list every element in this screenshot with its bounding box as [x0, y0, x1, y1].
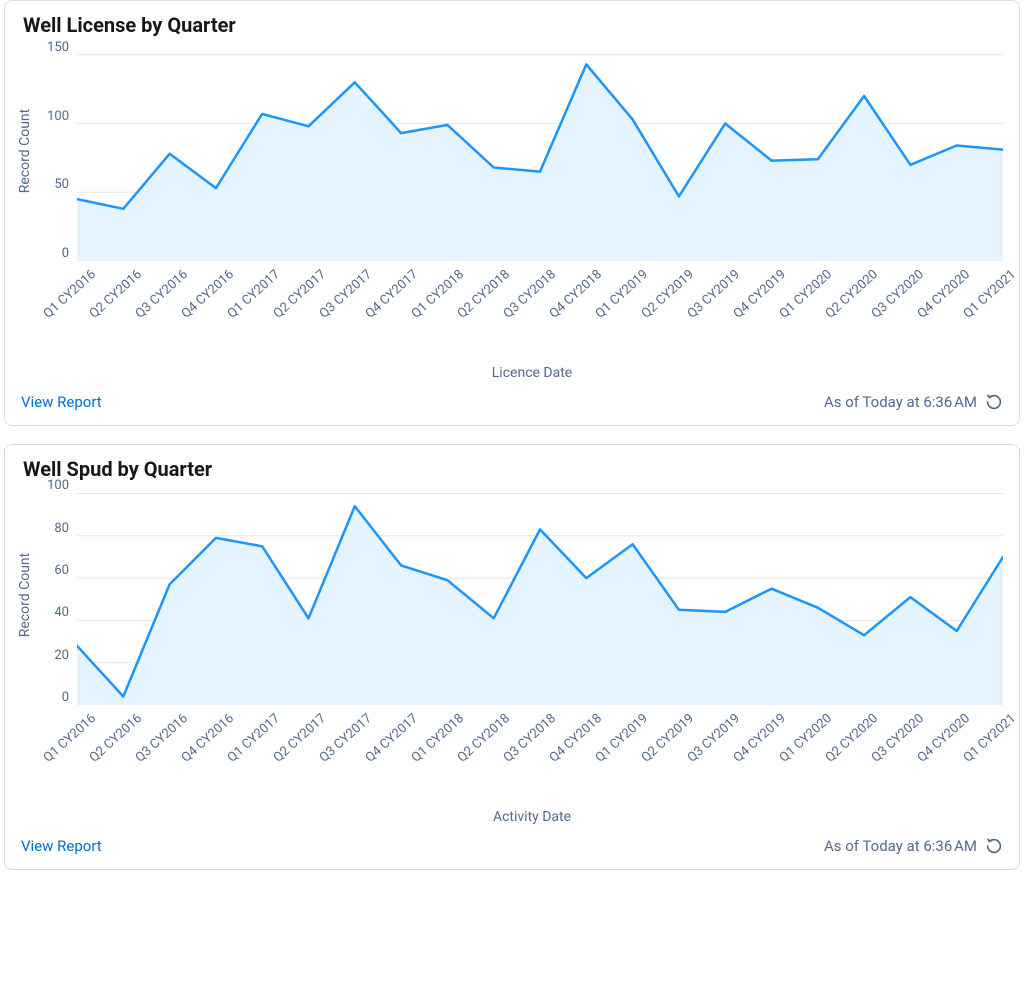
chart-card-well-license: Well License by Quarter 150100500 Record…	[4, 0, 1020, 426]
plot-area	[77, 485, 1003, 705]
chart-card-well-spud: Well Spud by Quarter 100806040200 Record…	[4, 444, 1020, 870]
plot-area	[77, 41, 1003, 261]
chart-title: Well License by Quarter	[23, 13, 1003, 37]
x-axis-ticks: Q1 CY2016Q2 CY2016Q3 CY2016Q4 CY2016Q1 C…	[85, 711, 1005, 807]
y-axis-label: Record Count	[17, 553, 33, 637]
y-axis-label: Record Count	[17, 109, 33, 193]
card-footer: View Report As of Today at 6:36 AM	[21, 837, 1003, 855]
as-of-label-group: As of Today at 6:36 AM	[824, 837, 1003, 855]
view-report-link[interactable]: View Report	[21, 393, 102, 411]
x-axis-label: Licence Date	[61, 365, 1003, 381]
x-axis-label: Activity Date	[61, 809, 1003, 825]
refresh-icon[interactable]	[985, 837, 1003, 855]
view-report-link[interactable]: View Report	[21, 837, 102, 855]
as-of-label-group: As of Today at 6:36 AM	[824, 393, 1003, 411]
card-footer: View Report As of Today at 6:36 AM	[21, 393, 1003, 411]
as-of-text: As of Today at 6:36 AM	[824, 393, 977, 411]
x-axis-ticks: Q1 CY2016Q2 CY2016Q3 CY2016Q4 CY2016Q1 C…	[85, 267, 1005, 363]
chart-area-well-license: 150100500 Record Count Q1 CY2016Q2 CY201…	[21, 41, 1003, 381]
chart-title: Well Spud by Quarter	[23, 457, 1003, 481]
chart-area-well-spud: 100806040200 Record Count Q1 CY2016Q2 CY…	[21, 485, 1003, 825]
as-of-text: As of Today at 6:36 AM	[824, 837, 977, 855]
refresh-icon[interactable]	[985, 393, 1003, 411]
